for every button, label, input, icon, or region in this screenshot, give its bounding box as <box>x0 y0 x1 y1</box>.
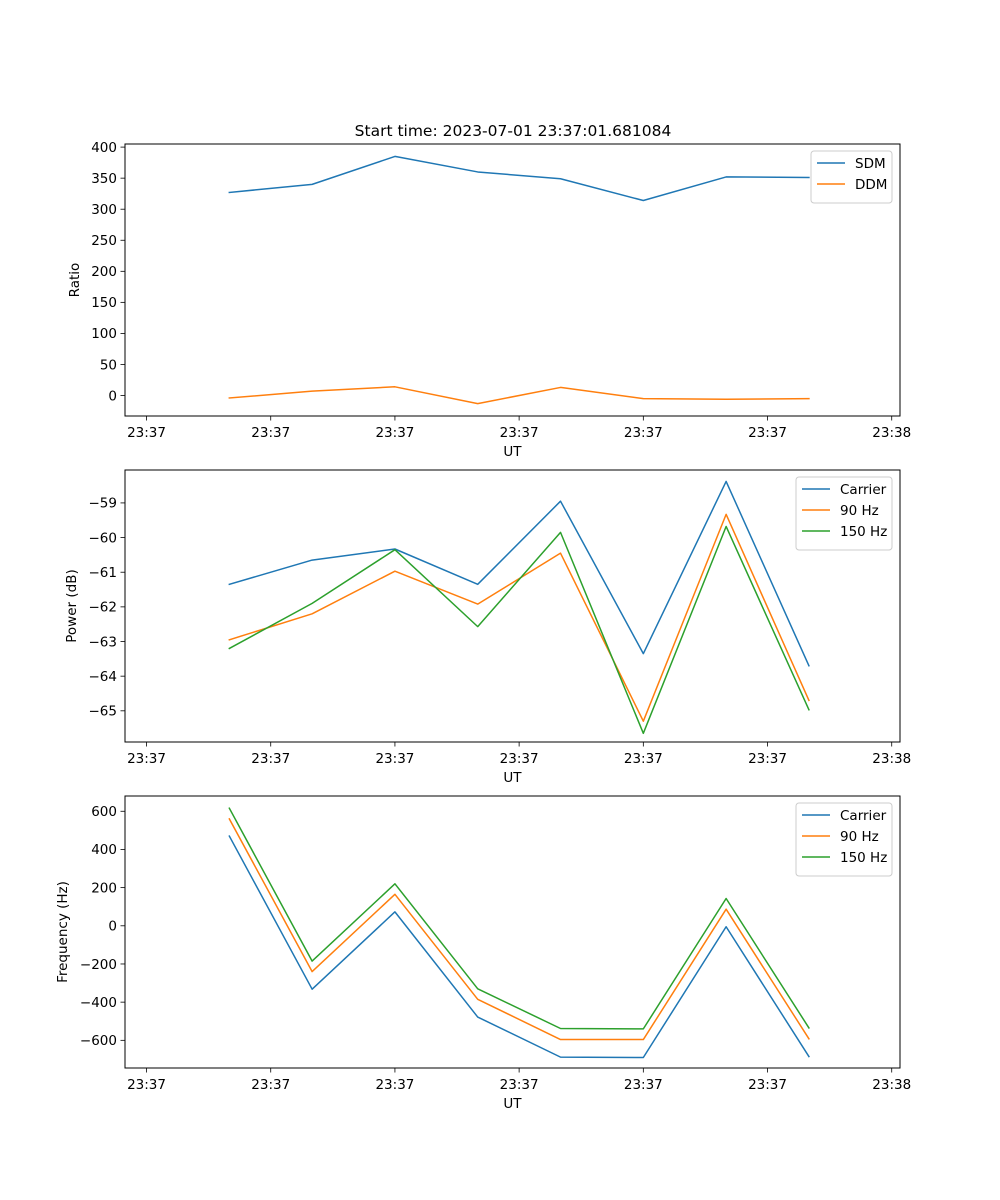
axes-frame <box>124 143 901 417</box>
legend-label: 90 Hz <box>840 829 879 845</box>
legend-label: 150 Hz <box>840 524 887 540</box>
y-tick-label: 150 <box>91 295 117 311</box>
x-axis-label: UT <box>503 770 522 786</box>
legend-label: 150 Hz <box>840 850 887 866</box>
y-tick-label: −400 <box>80 995 117 1011</box>
x-tick-label: 23:37 <box>624 425 663 441</box>
legend-label: DDM <box>855 177 887 193</box>
axes-frame <box>124 795 901 1069</box>
x-axis-label: UT <box>503 1096 522 1112</box>
y-tick-label: 200 <box>91 264 117 280</box>
y-tick-label: 350 <box>91 171 117 187</box>
legend: Carrier 90 Hz 150 Hz <box>795 476 893 551</box>
x-tick-label: 23:37 <box>127 425 166 441</box>
x-tick-label: 23:37 <box>127 751 166 767</box>
legend-label: Carrier <box>840 808 887 824</box>
legend-label: SDM <box>855 156 886 172</box>
axes-frame <box>124 469 901 743</box>
y-tick-label: 200 <box>91 880 117 896</box>
y-tick-label: 50 <box>100 357 117 373</box>
x-tick-label: 23:38 <box>872 1077 911 1093</box>
series-line-90-hz <box>228 817 810 1041</box>
y-tick-label: 400 <box>91 140 117 156</box>
x-tick-label: 23:37 <box>127 1077 166 1093</box>
y-tick-label: −62 <box>89 600 118 616</box>
y-tick-label: 0 <box>108 919 117 935</box>
legend-label: 90 Hz <box>840 503 879 519</box>
y-tick-label: −59 <box>89 496 118 512</box>
legend-box <box>810 150 893 204</box>
x-tick-label: 23:38 <box>872 425 911 441</box>
x-tick-label: 23:37 <box>500 751 539 767</box>
x-tick-label: 23:37 <box>748 425 787 441</box>
y-tick-label: −65 <box>89 704 118 720</box>
x-tick-label: 23:37 <box>251 751 290 767</box>
y-tick-label: −60 <box>89 530 118 546</box>
y-tick-label: −61 <box>89 565 118 581</box>
y-tick-label: −63 <box>89 634 118 650</box>
series-line-carrier <box>228 480 810 667</box>
x-tick-label: 23:37 <box>748 1077 787 1093</box>
series-line-150-hz <box>228 807 810 1030</box>
legend: Carrier 90 Hz 150 Hz <box>795 802 893 877</box>
x-tick-label: 23:37 <box>375 751 414 767</box>
legend: SDM DDM <box>810 150 893 204</box>
subplot-1: 23:37 23:37 23:37 23:37 23:37 23:37 23:38 0 50 10… <box>67 140 911 460</box>
y-tick-label: 600 <box>91 804 117 820</box>
subplot-2: 23:37 23:37 23:37 23:37 23:37 23:37 23:38 −65 −6… <box>64 469 911 786</box>
y-axis-label: Power (dB) <box>64 569 80 642</box>
series-line-sdm <box>228 155 810 202</box>
x-tick-label: 23:38 <box>872 751 911 767</box>
series-line-ddm <box>228 386 810 405</box>
y-tick-label: 250 <box>91 233 117 249</box>
figure-title: Start time: 2023-07-01 23:37:01.681084 <box>355 122 672 140</box>
x-tick-label: 23:37 <box>748 751 787 767</box>
y-tick-label: 400 <box>91 842 117 858</box>
y-axis-label: Ratio <box>67 263 83 298</box>
series-line-carrier <box>228 835 810 1059</box>
x-tick-label: 23:37 <box>500 425 539 441</box>
y-axis-label: Frequency (Hz) <box>55 881 71 983</box>
x-axis-label: UT <box>503 444 522 460</box>
x-tick-label: 23:37 <box>251 1077 290 1093</box>
y-tick-label: −64 <box>89 669 118 685</box>
y-tick-label: 0 <box>108 388 117 404</box>
y-tick-label: −200 <box>80 957 117 973</box>
legend-label: Carrier <box>840 482 887 498</box>
y-tick-label: 100 <box>91 326 117 342</box>
x-tick-label: 23:37 <box>251 425 290 441</box>
y-tick-label: −600 <box>80 1033 117 1049</box>
x-tick-label: 23:37 <box>375 1077 414 1093</box>
subplot-3: 23:37 23:37 23:37 23:37 23:37 23:37 23:38 −600 −… <box>55 795 911 1112</box>
series-line-150-hz <box>228 525 810 735</box>
x-tick-label: 23:37 <box>624 751 663 767</box>
x-tick-label: 23:37 <box>500 1077 539 1093</box>
x-tick-label: 23:37 <box>375 425 414 441</box>
x-tick-label: 23:37 <box>624 1077 663 1093</box>
y-tick-label: 300 <box>91 202 117 218</box>
